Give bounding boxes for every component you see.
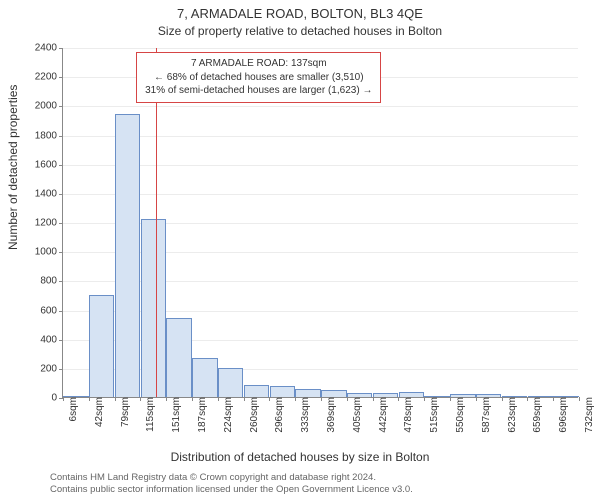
xtick-label: 260sqm xyxy=(247,397,260,433)
xtick-mark xyxy=(244,397,245,401)
xtick-mark xyxy=(140,397,141,401)
xtick-label: 587sqm xyxy=(479,397,492,433)
title-main: 7, ARMADALE ROAD, BOLTON, BL3 4QE xyxy=(0,6,600,21)
histogram-bar xyxy=(89,295,114,397)
xtick-mark xyxy=(89,397,90,401)
xtick-mark xyxy=(63,397,64,401)
xtick-label: 115sqm xyxy=(143,397,156,432)
xtick-label: 442sqm xyxy=(376,397,389,433)
ytick-label: 2000 xyxy=(17,101,63,112)
ytick-label: 1800 xyxy=(17,130,63,141)
xtick-label: 515sqm xyxy=(427,397,440,433)
footer-line-2: Contains public sector information licen… xyxy=(50,484,413,496)
xtick-mark xyxy=(502,397,503,401)
gridline xyxy=(63,48,578,49)
ytick-label: 1600 xyxy=(17,159,63,170)
histogram-bar xyxy=(141,219,166,397)
ytick-label: 400 xyxy=(17,334,63,345)
ytick-label: 1000 xyxy=(17,247,63,258)
xtick-mark xyxy=(527,397,528,401)
title-sub: Size of property relative to detached ho… xyxy=(0,24,600,38)
ytick-label: 2400 xyxy=(17,43,63,54)
histogram-bar xyxy=(244,385,269,397)
xtick-label: 550sqm xyxy=(453,397,466,433)
xtick-mark xyxy=(450,397,451,401)
annotation-line: ← 68% of detached houses are smaller (3,… xyxy=(145,71,372,85)
xtick-label: 79sqm xyxy=(118,397,131,427)
footer-line-1: Contains HM Land Registry data © Crown c… xyxy=(50,472,413,484)
ytick-label: 1200 xyxy=(17,218,63,229)
xtick-mark xyxy=(115,397,116,401)
gridline xyxy=(63,136,578,137)
gridline xyxy=(63,194,578,195)
xtick-mark xyxy=(192,397,193,401)
ytick-label: 200 xyxy=(17,363,63,374)
footer-attribution: Contains HM Land Registry data © Crown c… xyxy=(50,472,413,496)
xtick-mark xyxy=(269,397,270,401)
xtick-mark xyxy=(579,397,580,401)
xtick-mark xyxy=(398,397,399,401)
annotation-box: 7 ARMADALE ROAD: 137sqm← 68% of detached… xyxy=(136,52,381,103)
xtick-label: 151sqm xyxy=(169,397,182,433)
xtick-mark xyxy=(476,397,477,401)
xtick-label: 659sqm xyxy=(530,397,543,433)
histogram-bar xyxy=(295,389,320,397)
gridline xyxy=(63,106,578,107)
xtick-mark xyxy=(218,397,219,401)
xtick-mark xyxy=(553,397,554,401)
plot-area: 0200400600800100012001400160018002000220… xyxy=(62,48,578,398)
chart-container: 7, ARMADALE ROAD, BOLTON, BL3 4QE Size o… xyxy=(0,0,600,500)
xtick-mark xyxy=(373,397,374,401)
xtick-label: 6sqm xyxy=(66,397,79,421)
gridline xyxy=(63,165,578,166)
xtick-label: 732sqm xyxy=(582,397,595,433)
histogram-bar xyxy=(115,114,140,397)
xtick-label: 296sqm xyxy=(272,397,285,433)
histogram-bar xyxy=(218,368,243,397)
x-axis-label: Distribution of detached houses by size … xyxy=(0,450,600,464)
xtick-label: 187sqm xyxy=(195,397,208,433)
xtick-mark xyxy=(321,397,322,401)
xtick-label: 42sqm xyxy=(92,397,105,427)
histogram-bar xyxy=(192,358,217,397)
annotation-line: 7 ARMADALE ROAD: 137sqm xyxy=(145,57,372,71)
xtick-label: 224sqm xyxy=(221,397,234,433)
ytick-label: 2200 xyxy=(17,72,63,83)
xtick-label: 405sqm xyxy=(350,397,363,433)
xtick-label: 333sqm xyxy=(298,397,311,433)
xtick-mark xyxy=(347,397,348,401)
ytick-label: 600 xyxy=(17,305,63,316)
ytick-label: 0 xyxy=(17,393,63,404)
histogram-bar xyxy=(270,386,295,397)
xtick-mark xyxy=(166,397,167,401)
ytick-label: 800 xyxy=(17,276,63,287)
xtick-label: 623sqm xyxy=(505,397,518,433)
ytick-label: 1400 xyxy=(17,188,63,199)
xtick-mark xyxy=(295,397,296,401)
annotation-line: 31% of semi-detached houses are larger (… xyxy=(145,84,372,98)
xtick-mark xyxy=(424,397,425,401)
xtick-label: 696sqm xyxy=(556,397,569,433)
xtick-label: 369sqm xyxy=(324,397,337,433)
xtick-label: 478sqm xyxy=(401,397,414,433)
histogram-bar xyxy=(166,318,191,397)
